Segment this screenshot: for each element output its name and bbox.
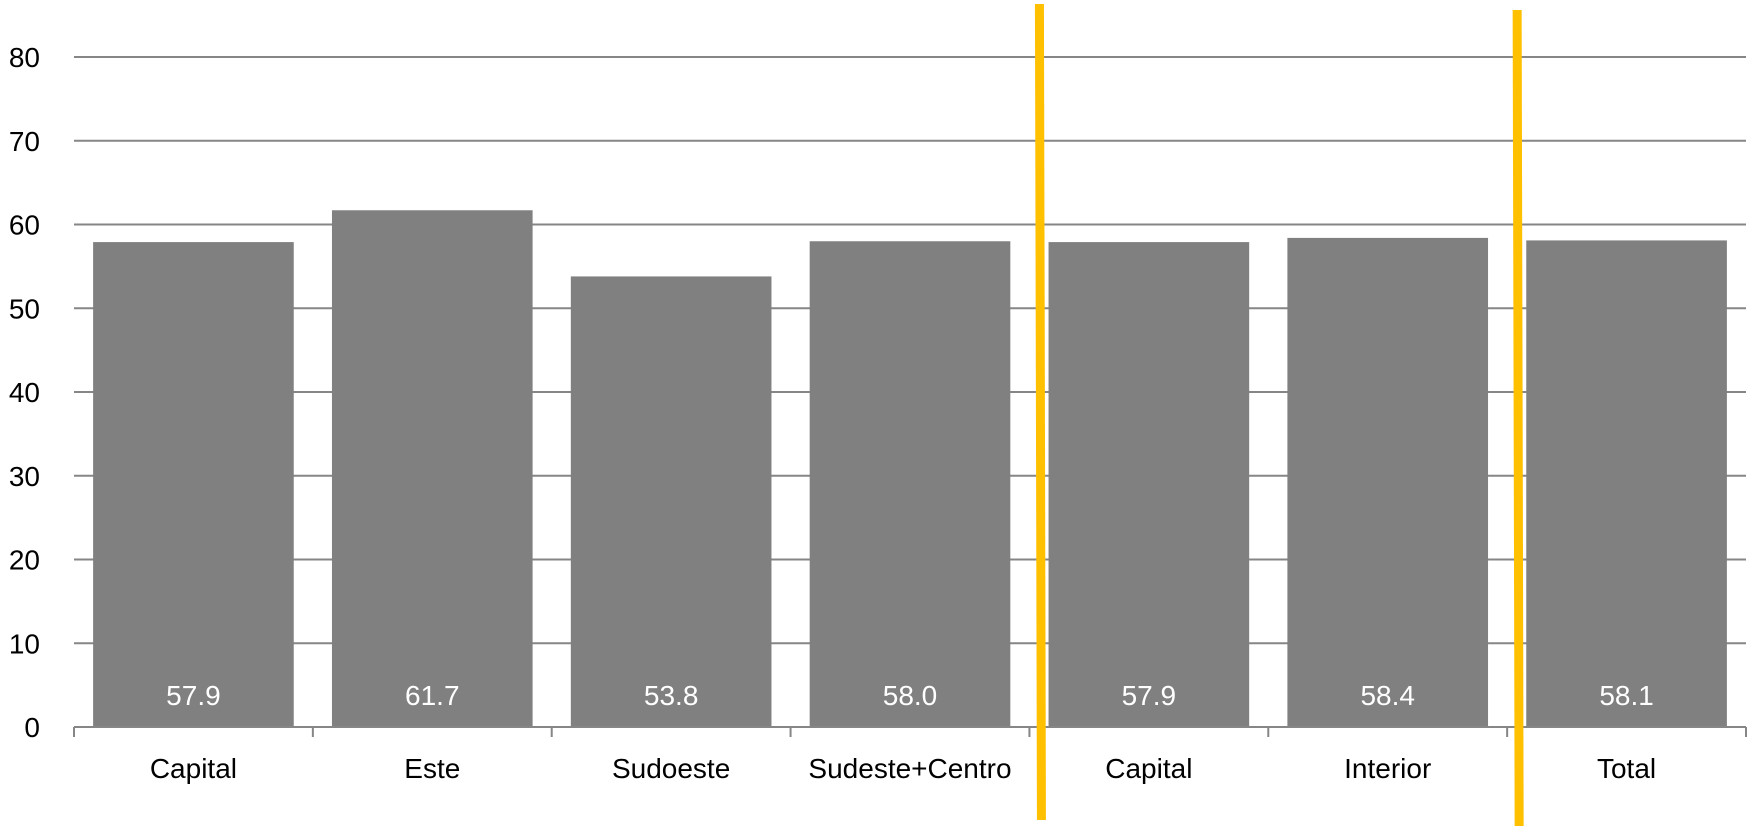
bar bbox=[1526, 240, 1727, 727]
category-label: Este bbox=[404, 753, 460, 784]
category-label: Capital bbox=[150, 753, 237, 784]
category-label: Interior bbox=[1344, 753, 1431, 784]
group-separator bbox=[1512, 9, 1524, 827]
y-axis-tick-labels: 0 10 20 30 40 50 60 70 80 bbox=[9, 42, 40, 743]
category-label: Total bbox=[1597, 753, 1656, 784]
category-label: Sudeste+Centro bbox=[808, 753, 1011, 784]
category-label: Sudoeste bbox=[612, 753, 730, 784]
category-label: Capital bbox=[1105, 753, 1192, 784]
y-tick-label: 50 bbox=[9, 293, 40, 324]
y-tick-label: 0 bbox=[24, 712, 40, 743]
y-tick-label: 60 bbox=[9, 210, 40, 241]
x-axis bbox=[73, 726, 1747, 737]
y-tick-label: 30 bbox=[9, 461, 40, 492]
x-axis-category-labels: Capital Este Sudoeste Sudeste+Centro Capital… bbox=[150, 753, 1656, 784]
bar bbox=[570, 276, 772, 727]
data-label: 57.9 bbox=[1122, 680, 1177, 711]
data-label: 58.1 bbox=[1599, 680, 1654, 711]
data-label: 58.4 bbox=[1360, 680, 1415, 711]
y-tick-label: 40 bbox=[9, 377, 40, 408]
y-tick-label: 10 bbox=[9, 628, 40, 659]
y-tick-label: 20 bbox=[9, 545, 40, 576]
y-tick-label: 80 bbox=[9, 42, 40, 73]
group-separators bbox=[1034, 3, 1524, 827]
data-label: 53.8 bbox=[644, 680, 699, 711]
data-label: 57.9 bbox=[166, 680, 221, 711]
bar bbox=[93, 242, 294, 727]
data-labels: 57.9 61.7 53.8 58.0 57.9 58.4 58.1 bbox=[166, 680, 1654, 711]
group-separator bbox=[1034, 3, 1046, 821]
bars bbox=[93, 210, 1727, 727]
data-label: 61.7 bbox=[405, 680, 460, 711]
bar bbox=[331, 210, 533, 727]
bar bbox=[809, 241, 1011, 727]
bar bbox=[1048, 242, 1250, 727]
y-tick-label: 70 bbox=[9, 126, 40, 157]
bar bbox=[1287, 237, 1489, 727]
data-label: 58.0 bbox=[883, 680, 938, 711]
